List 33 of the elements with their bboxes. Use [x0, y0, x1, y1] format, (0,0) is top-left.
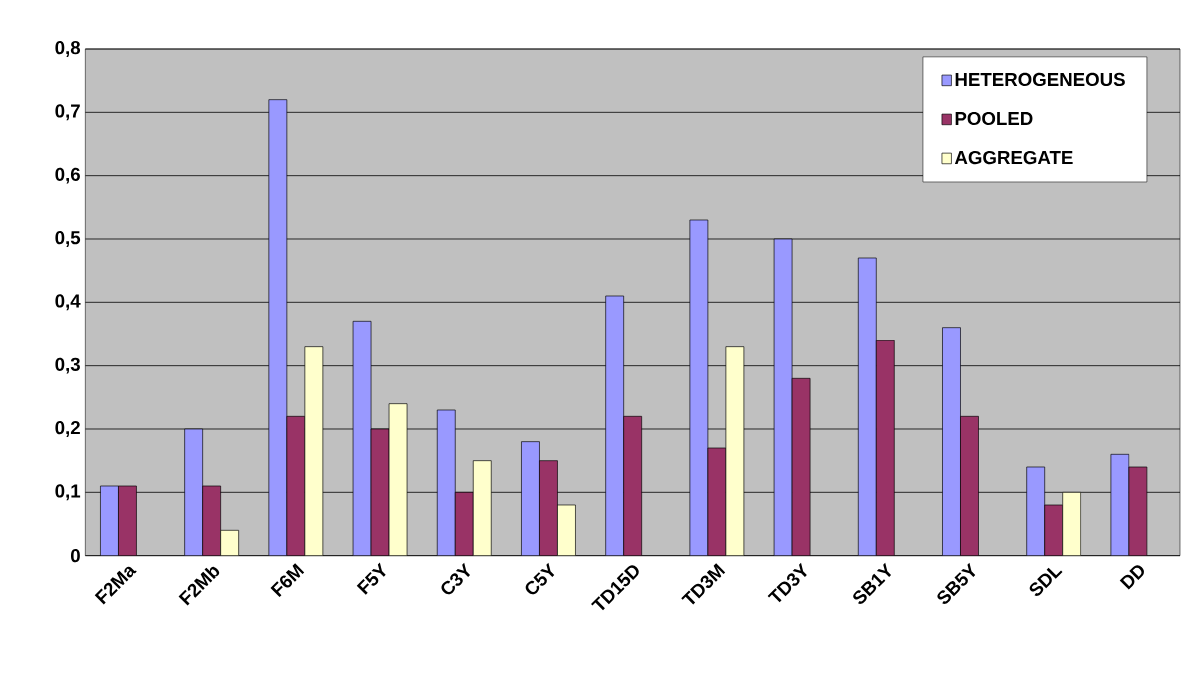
y-tick-label: 0 — [70, 549, 80, 563]
legend-label: AGGREGATE — [954, 150, 1073, 165]
y-tick-label: 0,2 — [55, 421, 80, 437]
bar — [605, 295, 625, 556]
bar — [100, 485, 119, 556]
bar — [454, 491, 474, 556]
y-tick-label: 0,6 — [55, 167, 80, 184]
y-tick-label: 0,1 — [55, 484, 81, 501]
y-tick-label: 0,7 — [55, 104, 80, 121]
legend-label: HETEROGENEOUS — [955, 72, 1125, 87]
bar — [960, 415, 979, 556]
bar — [539, 460, 558, 556]
bar — [1044, 504, 1064, 556]
x-tick-label: DD — [1119, 565, 1144, 590]
bar — [557, 504, 576, 556]
bar — [184, 428, 203, 556]
bar — [1026, 466, 1046, 556]
y-tick-label: 0,8 — [55, 41, 81, 57]
bar — [202, 485, 221, 556]
x-tick-label: SDL — [1029, 567, 1063, 596]
bar — [942, 327, 961, 556]
bar — [875, 339, 895, 556]
y-tick-label: 0,5 — [55, 231, 81, 247]
legend-label: POOLED — [955, 111, 1033, 126]
bar — [623, 415, 643, 556]
bar — [857, 257, 877, 556]
y-tick-label: 0,3 — [55, 357, 80, 374]
bar — [436, 409, 456, 556]
bar — [1062, 491, 1082, 556]
bar — [521, 441, 540, 556]
y-tick-label: 0,4 — [55, 294, 81, 311]
bar — [472, 460, 492, 556]
bar — [118, 485, 137, 556]
